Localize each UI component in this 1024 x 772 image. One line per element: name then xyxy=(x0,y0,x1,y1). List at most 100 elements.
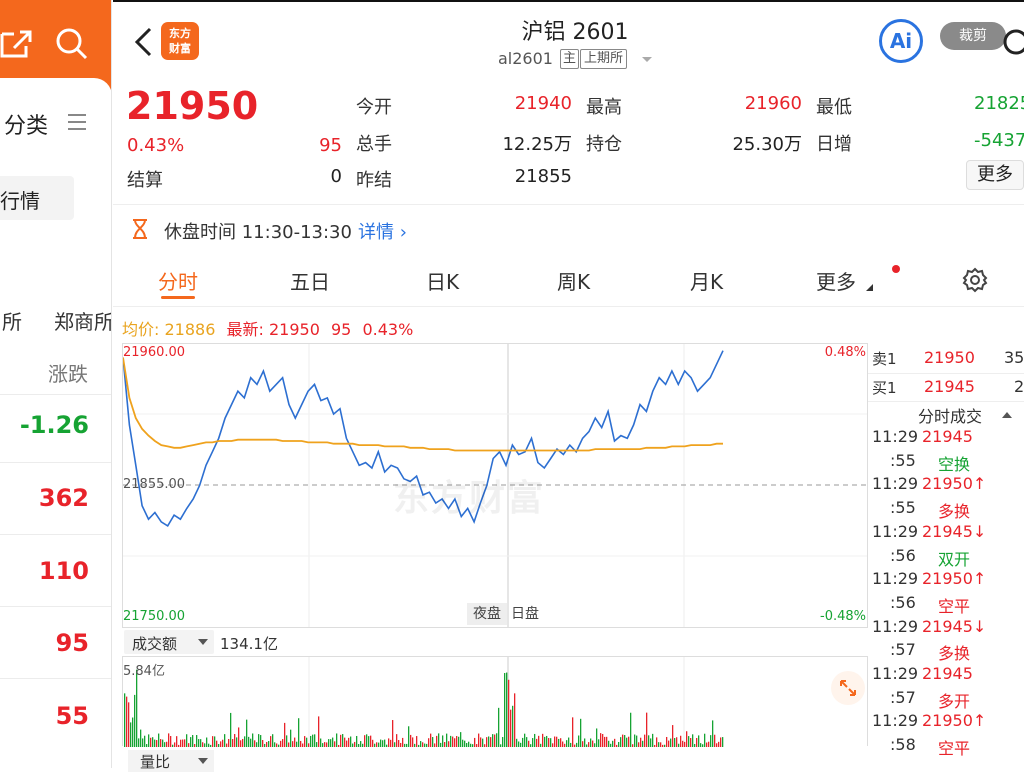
more-fields-button[interactable]: 更多 xyxy=(966,160,1024,190)
volume-bar xyxy=(244,736,246,747)
volume-bar xyxy=(674,738,676,747)
prev-settle-label: 昨结 xyxy=(356,170,392,191)
list-change-value[interactable]: 362 xyxy=(38,484,89,512)
average-line xyxy=(123,357,723,452)
trade-row: :57 多换 xyxy=(868,640,1024,664)
page-title: 沪铝 2601 xyxy=(521,20,629,45)
volume-bar xyxy=(156,740,158,747)
daily-increase-label: 日增 xyxy=(816,134,852,155)
volume-bar xyxy=(626,737,628,747)
trade-value: 21945 xyxy=(922,427,973,446)
volume-bar xyxy=(462,739,464,747)
order-panel: 卖1 21950 35 买1 21945 2 分时成交 11:29 21945:5… xyxy=(868,343,1024,768)
list-change-value[interactable]: 55 xyxy=(55,702,89,730)
volume-bar xyxy=(384,739,386,747)
intraday-chart[interactable]: 东方财富 21960.00 21855.00 21750.00 0.48% -0… xyxy=(122,343,868,628)
volume-bar xyxy=(482,738,484,747)
volume-bar xyxy=(138,738,140,747)
search-icon[interactable] xyxy=(54,26,90,62)
back-arrow-icon[interactable] xyxy=(132,26,154,58)
corner-caret-icon xyxy=(866,284,873,291)
volume-bar xyxy=(194,744,196,747)
exchange-tab-b[interactable]: 郑商所 xyxy=(54,310,112,334)
menu-icon[interactable] xyxy=(66,112,88,132)
volume-bar xyxy=(348,737,350,747)
volume-bar xyxy=(612,740,614,747)
volume-bar xyxy=(180,739,182,747)
volume-bar xyxy=(136,669,138,747)
volume-bar xyxy=(130,722,132,747)
volume-bar xyxy=(206,737,208,747)
volume-bar xyxy=(648,735,650,747)
volume-bar xyxy=(516,738,518,747)
ai-assistant-button[interactable]: Ai xyxy=(879,19,923,63)
volume-bar xyxy=(166,741,168,747)
trade-value: 21945 xyxy=(922,664,973,683)
volume-bar xyxy=(416,736,418,747)
search-icon[interactable] xyxy=(1000,26,1024,60)
volume-total: 134.1亿 xyxy=(220,635,278,653)
dropdown-caret-icon[interactable] xyxy=(641,56,653,64)
tab-monthly-k[interactable]: 月K xyxy=(690,270,724,294)
volume-bar xyxy=(454,738,456,747)
tab-weekly-k[interactable]: 周K xyxy=(557,270,591,294)
volume-bar xyxy=(410,734,412,747)
volume-bar xyxy=(684,741,686,747)
volume-bar xyxy=(650,738,652,747)
volume-bar xyxy=(700,743,702,747)
volume-bar xyxy=(450,735,452,747)
volume-bar xyxy=(538,735,540,747)
expand-button[interactable] xyxy=(831,671,865,705)
dropdown-caret-icon xyxy=(198,639,208,645)
volume-bar xyxy=(534,733,536,747)
crop-button[interactable]: 裁剪 xyxy=(940,22,1006,50)
volume-bar xyxy=(598,739,600,747)
gear-icon[interactable] xyxy=(961,266,989,294)
details-link[interactable]: 详情 › xyxy=(358,218,407,244)
volume-bar xyxy=(398,740,400,747)
list-change-value[interactable]: 110 xyxy=(38,557,89,585)
market-chip[interactable]: 行情 xyxy=(0,176,74,220)
trade-value: 多开 xyxy=(938,691,971,711)
sub-indicator-select[interactable]: 量比 xyxy=(128,750,214,772)
volume-chart-canvas xyxy=(124,657,724,747)
volume-bar xyxy=(402,737,404,747)
volume-bar xyxy=(694,743,696,747)
volume-bar xyxy=(712,720,714,747)
last-change: 95 xyxy=(331,320,352,339)
volume-bar xyxy=(408,726,410,747)
volume-bar xyxy=(426,743,428,747)
trade-row: 11:29 21945↓ xyxy=(868,617,1024,641)
volume-bar xyxy=(360,741,362,747)
volume-bar xyxy=(446,733,448,747)
volume-bar xyxy=(576,742,578,747)
volume-chart[interactable]: 5.84亿 xyxy=(122,656,868,747)
tab-more[interactable]: 更多 xyxy=(816,270,856,294)
volume-metric-select[interactable]: 成交额 xyxy=(124,630,214,654)
volume-bar xyxy=(680,735,682,747)
volume-bar xyxy=(280,740,282,747)
change-column-header[interactable]: 涨跌 xyxy=(48,362,88,386)
trade-value: 21950↑ xyxy=(922,569,987,589)
trade-time: 11:29 xyxy=(872,569,919,589)
volume-bar xyxy=(184,739,186,747)
volume-bar xyxy=(474,737,476,747)
volume-bar xyxy=(264,743,266,747)
exchange-tab-a[interactable]: 所 xyxy=(2,310,22,334)
volume-bar xyxy=(524,733,526,747)
tab-daily-k[interactable]: 日K xyxy=(426,270,460,294)
trades-title[interactable]: 分时成交 xyxy=(918,407,983,426)
list-change-value[interactable]: -1.26 xyxy=(19,411,89,439)
category-label[interactable]: 分类 xyxy=(4,114,49,139)
volume-bar xyxy=(572,717,574,747)
divider xyxy=(0,394,111,395)
list-change-value[interactable]: 95 xyxy=(55,629,89,657)
share-icon[interactable] xyxy=(0,26,34,60)
volume-bar xyxy=(540,743,542,747)
tab-five-day[interactable]: 五日 xyxy=(290,270,330,294)
volume-bar xyxy=(188,743,190,747)
tab-intraday[interactable]: 分时 xyxy=(158,270,198,294)
day-session-label: 日盘 xyxy=(511,606,539,622)
volume-bar xyxy=(260,735,262,747)
volume-bar xyxy=(592,740,594,747)
